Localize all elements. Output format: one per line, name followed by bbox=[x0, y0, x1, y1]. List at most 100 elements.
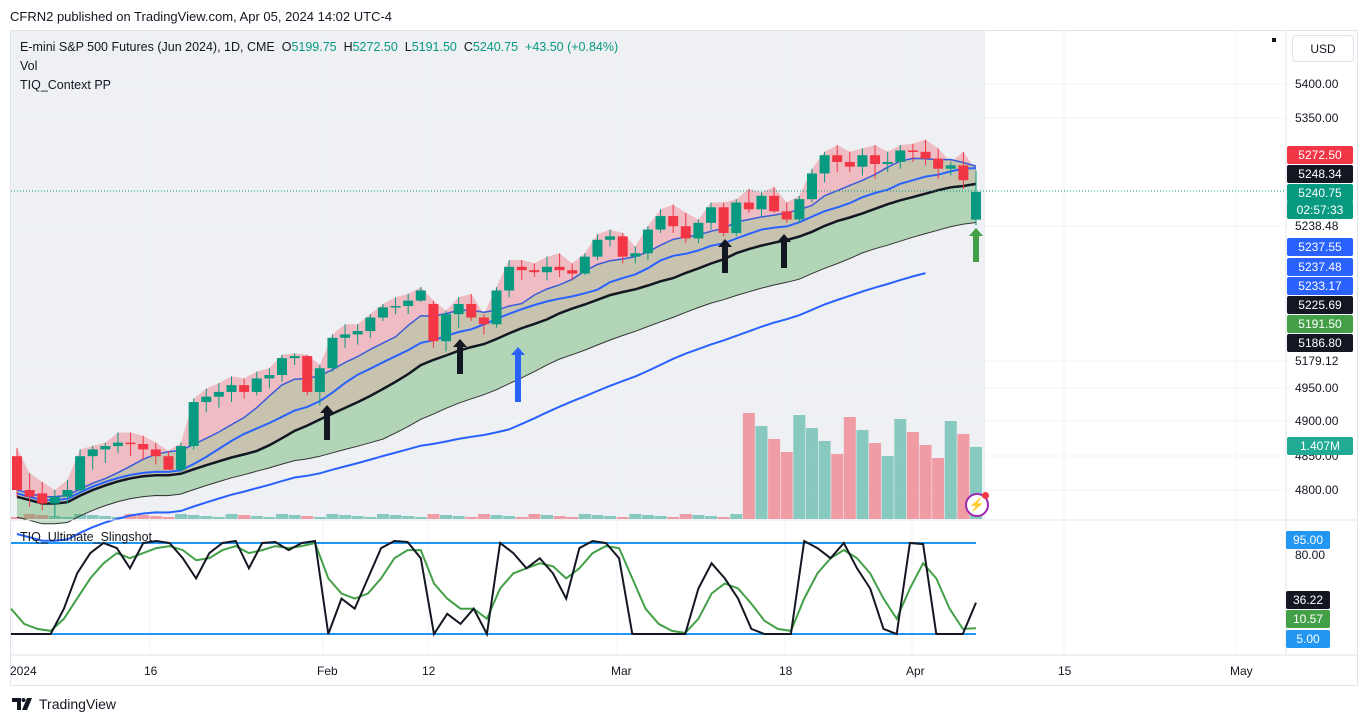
volume-bar bbox=[932, 458, 945, 519]
candle-body bbox=[251, 378, 262, 392]
oscillator-lines bbox=[10, 539, 977, 638]
volume-bar bbox=[869, 443, 882, 519]
candle-body bbox=[138, 444, 149, 450]
candle-body bbox=[718, 207, 729, 233]
volume-bar bbox=[74, 514, 87, 519]
volume-bar bbox=[11, 517, 23, 519]
candle-body bbox=[428, 304, 439, 342]
candle-body bbox=[264, 375, 275, 379]
volume-bar bbox=[944, 421, 957, 519]
brand-name: TradingView bbox=[39, 696, 117, 712]
volume-bar bbox=[465, 517, 478, 519]
time-axis-label: 2024 bbox=[10, 664, 37, 678]
context-band bbox=[17, 158, 976, 504]
time-axis-label: Feb bbox=[317, 664, 338, 678]
chart-frame[interactable] bbox=[10, 30, 1358, 686]
candle-body bbox=[945, 165, 956, 169]
candle-body bbox=[605, 236, 616, 240]
oscillator-title[interactable]: TIQ_Ultimate_Slingshot bbox=[20, 530, 153, 544]
candle-body bbox=[441, 314, 452, 342]
oscillator-axis-label: 80.00 bbox=[1295, 548, 1326, 562]
tradingview-logo[interactable]: TradingView bbox=[12, 696, 116, 712]
context-bands bbox=[16, 139, 977, 542]
candle-body bbox=[327, 337, 338, 369]
candle-body bbox=[100, 446, 111, 450]
candle-body bbox=[655, 216, 666, 230]
volume-bar bbox=[137, 515, 150, 519]
volume-bar bbox=[36, 515, 49, 519]
candle-body bbox=[579, 256, 590, 274]
volume-bar bbox=[288, 515, 301, 519]
price-tag: 5237.55 bbox=[1287, 238, 1353, 256]
currency-button[interactable]: USD bbox=[1292, 35, 1354, 62]
candle-body bbox=[390, 306, 401, 308]
lightning-icon[interactable]: ⚡ bbox=[965, 493, 989, 517]
time-axis-label: May bbox=[1230, 664, 1253, 678]
ma-line-black bbox=[16, 182, 977, 505]
open-label: O bbox=[281, 40, 292, 54]
volume-bar bbox=[566, 517, 579, 519]
volume-bar bbox=[212, 517, 225, 519]
volume-bar bbox=[604, 516, 617, 519]
price-axis-label: 4900.00 bbox=[1295, 414, 1339, 428]
candle-body bbox=[466, 304, 477, 318]
indicator-legend[interactable]: TIQ_Context PP bbox=[20, 78, 112, 92]
volume-bar bbox=[906, 432, 919, 519]
buy-arrow-green-head bbox=[969, 228, 983, 236]
volume-bar bbox=[263, 517, 276, 519]
more-dot-icon[interactable] bbox=[1272, 38, 1276, 42]
price-tag: 5191.50 bbox=[1287, 315, 1353, 333]
buy-arrow-green bbox=[973, 235, 979, 262]
price-axis-label: 5179.12 bbox=[1295, 354, 1339, 368]
volume-bar bbox=[313, 517, 326, 519]
low-label: L bbox=[404, 40, 412, 54]
buy-arrow-head bbox=[320, 405, 334, 413]
volume-bar bbox=[250, 516, 263, 519]
candle-body bbox=[668, 216, 679, 227]
candle-body bbox=[163, 456, 174, 470]
volume-bar bbox=[528, 514, 541, 519]
ma-line-lower bbox=[16, 222, 977, 525]
osc-fast-line bbox=[11, 539, 977, 638]
candle-body bbox=[958, 165, 969, 181]
buy-arrow bbox=[722, 246, 728, 273]
time-axis-label: 12 bbox=[422, 664, 436, 678]
candle-body bbox=[832, 155, 843, 162]
volume-bar bbox=[48, 516, 61, 519]
main-pane-shade bbox=[11, 31, 985, 519]
volume-bar bbox=[540, 515, 553, 519]
buy-arrow bbox=[457, 346, 463, 374]
candle-body bbox=[302, 356, 313, 392]
candle-body bbox=[289, 356, 300, 359]
candle-body bbox=[24, 490, 35, 497]
candle-body bbox=[504, 266, 515, 291]
buy-arrow bbox=[324, 412, 330, 440]
close-value: 5240.75 bbox=[472, 40, 519, 54]
volume-bar bbox=[238, 515, 251, 519]
candle-body bbox=[882, 161, 893, 164]
volume-bar bbox=[667, 517, 680, 519]
candle-body bbox=[617, 236, 628, 257]
volume-bar bbox=[679, 514, 692, 519]
candle-body bbox=[213, 391, 224, 397]
price-axis-label: 5400.00 bbox=[1295, 77, 1339, 91]
candle-body bbox=[75, 456, 86, 490]
volume-bar bbox=[175, 514, 188, 519]
candle-body bbox=[87, 449, 98, 457]
volume-bar bbox=[616, 517, 629, 519]
volume-bar bbox=[301, 516, 314, 519]
ma-line-slow bbox=[16, 272, 926, 542]
close-label: C bbox=[463, 40, 473, 54]
symbol-legend: E-mini S&P 500 Futures (Jun 2024), 1D, C… bbox=[20, 40, 618, 54]
candle-body bbox=[403, 300, 414, 307]
volume-bar bbox=[805, 428, 818, 519]
volume-bar bbox=[705, 516, 718, 519]
price-tag: 5186.80 bbox=[1287, 334, 1353, 352]
symbol-title[interactable]: E-mini S&P 500 Futures (Jun 2024), 1D, C… bbox=[20, 40, 275, 54]
vol-legend[interactable]: Vol bbox=[20, 59, 38, 73]
volume-bar bbox=[831, 454, 844, 519]
candle-body bbox=[642, 229, 653, 254]
volume-bar bbox=[818, 441, 831, 519]
publisher-line: CFRN2 published on TradingView.com, Apr … bbox=[10, 9, 393, 24]
